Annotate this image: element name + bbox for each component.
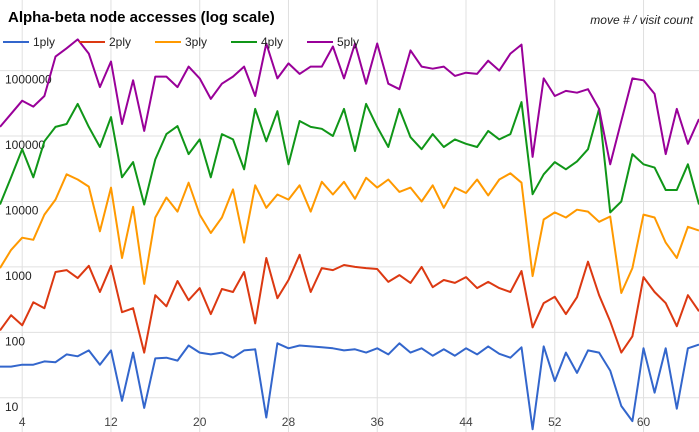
y-tick-label: 10 (5, 400, 19, 414)
x-tick-label: 20 (193, 415, 207, 429)
legend-label: 4ply (261, 35, 283, 49)
legend-label: 5ply (337, 35, 359, 49)
series-line (0, 342, 699, 431)
annotation: move # / visit count (590, 13, 693, 27)
legend-label: 1ply (33, 35, 55, 49)
series-line (0, 253, 699, 354)
series-line (0, 101, 699, 214)
y-tick-label: 100 (5, 334, 25, 348)
series-line (0, 38, 699, 166)
legend-label: 3ply (185, 35, 207, 49)
x-tick-label: 44 (459, 415, 473, 429)
x-tick-label: 52 (548, 415, 562, 429)
x-tick-label: 36 (371, 415, 385, 429)
x-tick-label: 4 (19, 415, 26, 429)
chart-title: Alpha-beta node accesses (log scale) (8, 9, 275, 26)
y-tick-label: 10000 (5, 203, 39, 217)
x-tick-label: 12 (104, 415, 118, 429)
y-tick-label: 1000000 (5, 73, 52, 87)
y-tick-label: 1000 (5, 269, 32, 283)
legend-label: 2ply (109, 35, 131, 49)
x-tick-label: 28 (282, 415, 296, 429)
y-tick-label: 100000 (5, 138, 45, 152)
x-tick-label: 60 (637, 415, 651, 429)
series-line (0, 172, 699, 294)
